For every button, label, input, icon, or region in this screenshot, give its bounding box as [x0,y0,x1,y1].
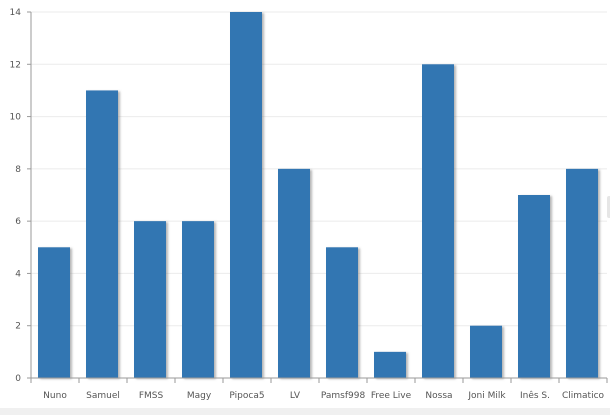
x-tick-label: Climatico [562,391,605,401]
axes [27,11,608,383]
y-tick-label: 0 [15,374,21,384]
y-tick-label: 2 [15,322,21,332]
bar-magy[interactable] [182,221,214,378]
y-tick-label: 14 [10,8,22,18]
y-tick-label: 8 [15,165,21,175]
bar-nuno[interactable] [38,247,70,378]
x-tick-label: Nossa [425,391,452,401]
bar-nossa[interactable] [422,64,454,379]
horizontal-scrollbar-track[interactable] [0,408,610,415]
x-tick-label: Samuel [86,391,120,401]
y-tick-label: 4 [15,269,21,279]
x-tick-label: Pamsf998 [321,391,366,401]
y-tick-label: 10 [10,113,22,123]
labels: 0 2 4 6 8 10 12 14 Nuno Samuel FMSS Magy Pipoca5 LV Pa… [10,8,605,401]
bar-climatico[interactable] [566,168,598,378]
bars [38,12,598,379]
x-tick-label: Inês S. [520,390,550,401]
x-tick-label: FMSS [139,391,164,401]
bar-fmss[interactable] [134,221,166,378]
bar-pipoca5[interactable] [230,12,262,378]
bar-joni-milk[interactable] [470,325,502,378]
bar-pamsf998[interactable] [326,247,358,378]
y-tick-label: 12 [10,60,21,70]
x-tick-label: LV [290,391,301,401]
x-tick-label: Magy [187,391,212,401]
x-tick-label: Joni Milk [467,391,506,401]
y-tick-label: 6 [15,217,21,227]
x-tick-label: Free Live [371,391,412,401]
bar-free-live[interactable] [374,351,406,378]
gridlines [31,11,607,327]
x-tick-label: Pipoca5 [229,391,264,401]
bar-samuel[interactable] [86,90,118,378]
bar-in-s-s-[interactable] [518,195,550,378]
side-panel-handle[interactable] [607,196,610,218]
x-tick-label: Nuno [43,391,67,401]
bar-lv[interactable] [278,168,310,378]
